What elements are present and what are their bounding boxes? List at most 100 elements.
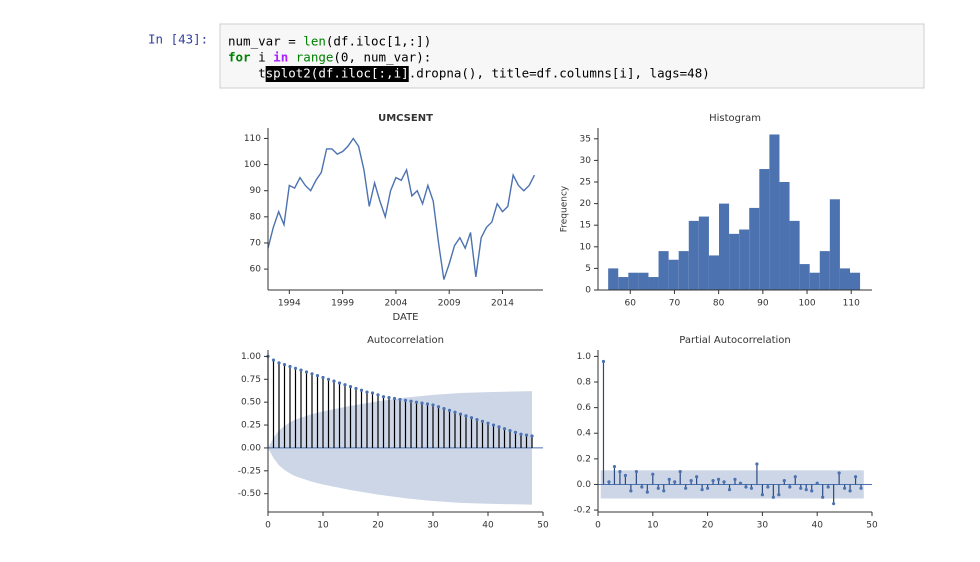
- stem-marker: [766, 485, 770, 489]
- bar: [729, 233, 740, 290]
- bar: [678, 251, 689, 290]
- stem-marker: [678, 470, 682, 474]
- stem-marker: [365, 390, 369, 394]
- bar: [799, 264, 810, 290]
- stem-marker: [299, 368, 303, 372]
- selection: [265, 66, 409, 82]
- stem-marker: [431, 403, 435, 407]
- code-token: num_var =: [228, 34, 303, 49]
- stem-marker: [304, 370, 309, 374]
- stem-marker: [601, 359, 606, 364]
- stem-marker: [464, 414, 468, 418]
- code-token: (df.iloc[1,:]): [326, 34, 431, 49]
- y-tick-label: 30: [580, 156, 592, 166]
- bar: [688, 220, 699, 290]
- stem-marker: [442, 406, 446, 411]
- code-token: for: [228, 50, 251, 65]
- stem-marker: [695, 475, 699, 479]
- stem-marker: [727, 487, 732, 492]
- stem-marker: [744, 485, 748, 489]
- code-token: range: [296, 50, 334, 65]
- stem-marker: [370, 391, 375, 395]
- x-tick-label: 70: [669, 299, 681, 309]
- x-tick-label: 2014: [491, 299, 514, 309]
- x-tick-label: 0: [595, 521, 601, 531]
- stem-marker: [782, 479, 786, 483]
- stem-marker: [755, 462, 759, 466]
- stem-marker: [376, 393, 380, 397]
- x-tick-label: 0: [265, 521, 271, 531]
- stem-marker: [359, 388, 364, 392]
- x-tick-label: 50: [537, 521, 549, 531]
- stem-marker: [843, 486, 847, 490]
- x-tick-label: 1994: [278, 299, 301, 309]
- stem-marker: [348, 385, 353, 389]
- y-tick-label: 10: [580, 242, 592, 252]
- y-tick-label: 25: [580, 178, 591, 188]
- x-tick-label: 30: [427, 521, 439, 531]
- stem-marker: [453, 410, 457, 414]
- stem-marker: [859, 486, 863, 490]
- stem-marker: [777, 493, 781, 497]
- bar: [779, 182, 790, 290]
- x-tick-label: 80: [713, 299, 725, 309]
- stem-marker: [277, 361, 281, 365]
- stem-marker: [337, 381, 342, 385]
- bar: [839, 268, 850, 290]
- y-tick-label: 110: [244, 134, 261, 144]
- bar: [759, 169, 770, 290]
- stem-marker: [288, 364, 292, 369]
- y-axis-label: Frequency: [560, 185, 570, 232]
- y-tick-label: 0.6: [577, 403, 592, 413]
- stem-marker: [519, 432, 523, 436]
- x-axis-label: DATE: [392, 312, 418, 323]
- stem-marker: [513, 430, 518, 434]
- stem-marker: [497, 425, 501, 429]
- y-tick-label: 80: [250, 212, 262, 222]
- x-tick-label: 10: [317, 521, 329, 531]
- y-tick-label: -0.25: [238, 466, 261, 476]
- y-tick-label: 60: [250, 265, 262, 275]
- stem-marker: [392, 396, 397, 401]
- stem-marker: [332, 379, 336, 383]
- bar: [648, 277, 659, 290]
- stem-marker: [788, 485, 792, 489]
- stem-marker: [689, 479, 693, 483]
- y-tick-label: 20: [580, 199, 592, 209]
- y-tick-label: -0.2: [573, 506, 591, 516]
- stem-marker: [711, 479, 715, 483]
- y-tick-label: 35: [580, 134, 591, 144]
- stem-marker: [826, 485, 830, 489]
- stem-marker: [310, 372, 314, 376]
- stem-marker: [656, 486, 660, 490]
- stem-marker: [667, 477, 671, 481]
- x-tick-label: 60: [625, 299, 637, 309]
- x-tick-label: 1999: [331, 299, 354, 309]
- stem-marker: [425, 402, 430, 406]
- stem-marker: [354, 386, 358, 391]
- bar: [668, 259, 679, 290]
- code-token: t: [228, 66, 266, 81]
- stem-marker: [409, 399, 413, 403]
- stem-marker: [502, 427, 507, 431]
- stem-marker: [804, 487, 808, 492]
- bar: [658, 251, 669, 290]
- y-tick-label: 90: [250, 186, 262, 196]
- x-tick-label: 20: [372, 521, 384, 531]
- stem-marker: [760, 493, 765, 497]
- y-tick-label: 0: [585, 286, 591, 296]
- bar: [638, 272, 649, 290]
- stem-marker: [749, 486, 754, 490]
- code-token: len: [303, 34, 326, 49]
- stem-marker: [343, 383, 347, 387]
- stem-marker: [612, 464, 617, 469]
- stem-marker: [700, 487, 704, 492]
- stem-marker: [486, 421, 490, 425]
- stem-marker: [381, 395, 386, 399]
- bar: [608, 268, 619, 290]
- stem-marker: [282, 363, 287, 367]
- x-tick-label: 110: [843, 299, 860, 309]
- stem-marker: [293, 366, 298, 370]
- bar: [719, 203, 730, 290]
